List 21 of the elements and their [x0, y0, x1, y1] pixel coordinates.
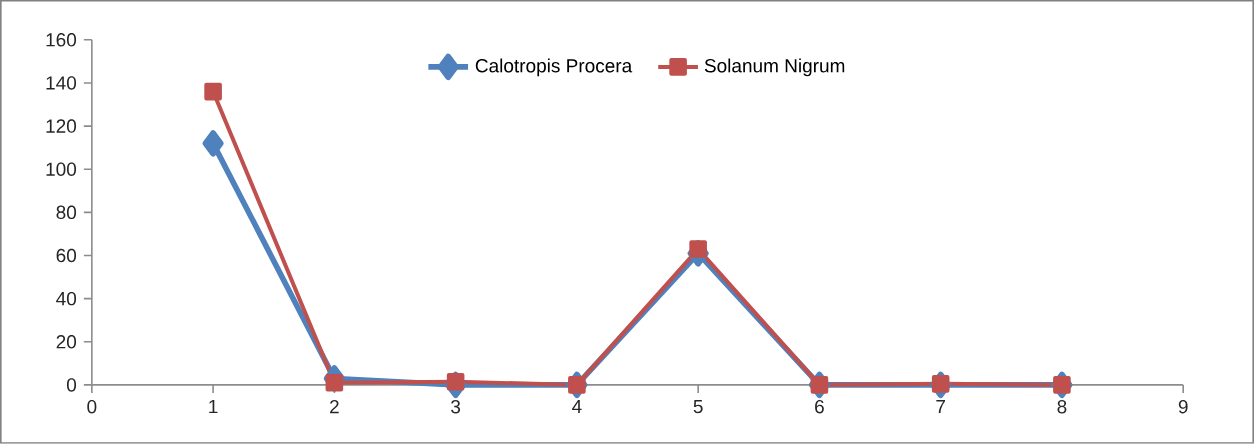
- legend-label: Solanum Nigrum: [704, 58, 845, 77]
- x-tick-label: 6: [815, 400, 824, 414]
- y-tick-label: 160: [46, 33, 77, 47]
- y-tick-label: 100: [46, 162, 77, 177]
- legend-label: Calotropis Procera: [475, 58, 633, 77]
- y-tick-label: 20: [56, 335, 77, 349]
- x-tick-label: 9: [1178, 400, 1188, 414]
- x-tick-label: 3: [451, 400, 461, 414]
- y-tick-label: 0: [66, 378, 77, 392]
- y-tick-label: 120: [46, 119, 77, 133]
- x-tick-label: 4: [572, 400, 582, 414]
- x-tick-label: 2: [330, 400, 339, 414]
- y-tick-label: 40: [56, 292, 77, 306]
- x-tick-label: 0: [87, 400, 97, 414]
- y-tick-label: 60: [56, 248, 77, 263]
- x-tick-label: 8: [1057, 400, 1067, 414]
- x-tick-label: 5: [693, 400, 703, 414]
- y-tick-label: 80: [56, 205, 77, 220]
- x-tick-label: 7: [936, 400, 946, 414]
- x-tick-label: 1: [209, 400, 218, 414]
- y-tick-label: 140: [46, 76, 77, 90]
